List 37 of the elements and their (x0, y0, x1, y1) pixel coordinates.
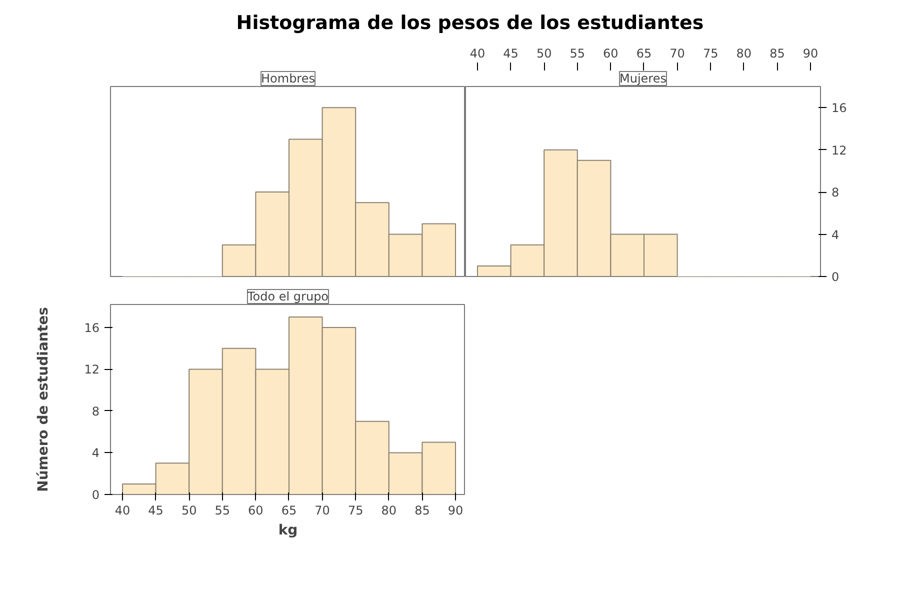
y-tick-label: 12 (84, 362, 100, 377)
x-tick-label: 65 (281, 504, 297, 518)
x-tick-label: 85 (414, 504, 430, 518)
x-tick-label: 70 (314, 504, 330, 518)
x-tick-label: 75 (702, 46, 718, 60)
y-tick-label: 8 (832, 186, 840, 200)
y-tick-label: 16 (84, 320, 100, 335)
x-tick-label: 65 (636, 46, 652, 60)
x-tick-label: 50 (181, 504, 197, 518)
x-tick-label: 55 (214, 504, 230, 518)
y-tick-label: 0 (92, 488, 100, 502)
y-tick-label: 4 (832, 228, 840, 242)
y-tick-label: 8 (92, 404, 100, 418)
x-tick-label: 60 (603, 46, 618, 60)
x-tick-label: 50 (536, 46, 552, 60)
chart-subtitle: Hombres (261, 72, 315, 86)
x-tick-label: 80 (736, 46, 752, 60)
x-tick-label: 60 (248, 504, 264, 518)
x-tick-label: 45 (148, 504, 164, 518)
x-tick-label: 80 (381, 504, 397, 518)
x-tick-label: 55 (570, 46, 586, 60)
y-axis-title: Número de estudiantes (36, 307, 52, 492)
x-tick-label: 85 (770, 46, 785, 60)
x-tick-label: 70 (670, 46, 685, 60)
x-tick-label: 90 (802, 46, 818, 60)
y-tick-label: 16 (832, 101, 847, 116)
y-tick-label: 0 (832, 270, 840, 284)
chart-subtitle: Mujeres (620, 72, 666, 86)
x-tick-label: 90 (448, 504, 464, 518)
x-tick-label: 40 (470, 46, 486, 60)
y-tick-label: 12 (832, 143, 847, 158)
chart-title: Histograma de los pesos de los estudiantes (236, 11, 704, 36)
y-tick-label: 4 (92, 446, 100, 460)
x-tick-label: 40 (114, 504, 130, 518)
x-tick-label: 75 (348, 504, 364, 518)
x-axis-title: kg (278, 522, 298, 538)
x-tick-label: 45 (503, 46, 518, 60)
